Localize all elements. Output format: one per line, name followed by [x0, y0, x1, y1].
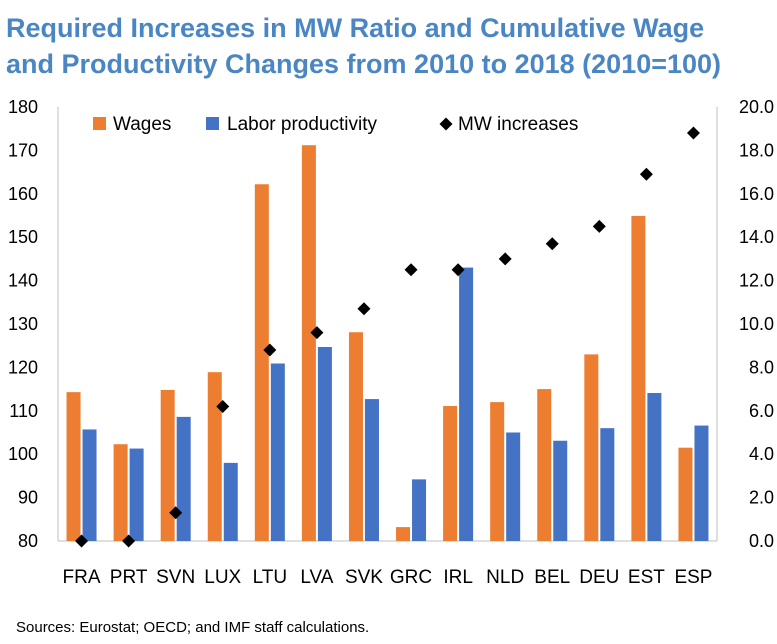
- chart-title-line-2: and Productivity Changes from 2010 to 20…: [6, 49, 722, 79]
- x-tick-label: LUX: [204, 567, 241, 588]
- x-tick-label: IRL: [443, 567, 473, 588]
- y-left-tick-label: 120: [8, 357, 38, 377]
- bar-wages: [443, 406, 458, 541]
- x-tick-label: BEL: [534, 567, 570, 588]
- bar-wages: [396, 527, 411, 541]
- y-right-tick-label: 4.0: [749, 444, 774, 464]
- y-left-tick-label: 80: [18, 531, 38, 551]
- legend-swatch-wages: [93, 117, 106, 130]
- x-tick-label: NLD: [486, 567, 524, 588]
- y-right-tick-label: 18.0: [739, 140, 774, 160]
- x-tick-label: SVK: [345, 567, 383, 588]
- bar-wages: [301, 145, 316, 541]
- x-tick-label: LVA: [300, 567, 333, 588]
- y-right-tick-label: 16.0: [739, 184, 774, 204]
- legend-label-labor-productivity: Labor productivity: [227, 114, 377, 135]
- marker-mw-increase: [216, 399, 230, 413]
- x-tick-label: DEU: [579, 567, 619, 588]
- bar-labor-productivity: [412, 479, 427, 541]
- y-left-tick-label: 100: [8, 444, 38, 464]
- y-right-tick-label: 6.0: [749, 401, 774, 421]
- marker-mw-increase: [592, 219, 606, 233]
- bar-labor-productivity: [600, 428, 615, 541]
- marker-mw-increase: [75, 534, 89, 548]
- bar-wages: [66, 392, 81, 541]
- x-tick-label: GRC: [390, 567, 432, 588]
- marker-mw-increase: [357, 302, 371, 316]
- bar-wages: [348, 332, 363, 541]
- x-tick-label: EST: [628, 567, 665, 588]
- bar-wages: [631, 215, 646, 541]
- legend-label-wages: Wages: [113, 114, 171, 135]
- x-tick-label: SVN: [156, 567, 195, 588]
- y-left-tick-label: 160: [8, 184, 38, 204]
- marker-mw-increase: [451, 263, 465, 277]
- marker-mw-increase: [404, 263, 418, 277]
- y-left-tick-label: 110: [9, 401, 38, 421]
- marker-mw-increase: [169, 506, 183, 520]
- legend-label-mw-increases: MW increases: [458, 114, 578, 135]
- y-right-tick-label: 12.0: [739, 271, 774, 291]
- legend-marker-mw-increases: [439, 117, 453, 131]
- y-right-tick-label: 14.0: [739, 227, 774, 247]
- bar-wages: [678, 447, 693, 541]
- bar-wages: [537, 389, 552, 541]
- bar-labor-productivity: [647, 393, 662, 541]
- bar-labor-productivity: [694, 425, 709, 541]
- chart-title: Required Increases in MW Ratio and Cumul…: [6, 10, 776, 82]
- marker-mw-increase: [498, 252, 512, 266]
- x-tick-label: FRA: [63, 567, 101, 588]
- y-right-tick-label: 10.0: [739, 314, 774, 334]
- marker-mw-increase: [686, 126, 700, 140]
- y-right-tick-label: 0.0: [749, 531, 774, 551]
- y-left-tick-label: 140: [8, 271, 38, 291]
- marker-mw-increase: [263, 343, 277, 357]
- bar-wages: [254, 184, 269, 541]
- y-left-tick-label: 130: [8, 314, 38, 334]
- bar-labor-productivity: [223, 462, 238, 541]
- legend-swatch-labor-productivity: [206, 117, 219, 130]
- y-right-tick-label: 2.0: [749, 488, 774, 508]
- y-right-tick-label: 8.0: [749, 357, 774, 377]
- bar-labor-productivity: [129, 448, 144, 541]
- bar-labor-productivity: [506, 432, 521, 541]
- bar-wages: [584, 354, 599, 541]
- x-tick-label: LTU: [253, 567, 287, 588]
- bar-labor-productivity: [82, 429, 97, 541]
- bar-labor-productivity: [270, 363, 285, 541]
- y-left-tick-label: 90: [18, 488, 38, 508]
- bar-wages: [160, 389, 175, 541]
- y-left-tick-label: 180: [8, 97, 38, 117]
- x-tick-label: ESP: [674, 567, 712, 588]
- source-note: Sources: Eurostat; OECD; and IMF staff c…: [16, 619, 370, 636]
- y-left-tick-label: 150: [8, 227, 38, 247]
- bar-wages: [113, 444, 128, 541]
- marker-mw-increase: [122, 534, 136, 548]
- chart-title-line-1: Required Increases in MW Ratio and Cumul…: [6, 13, 705, 43]
- bar-labor-productivity: [317, 347, 332, 541]
- bar-labor-productivity: [459, 267, 474, 541]
- bar-wages: [207, 372, 222, 541]
- marker-mw-increase: [545, 237, 559, 251]
- marker-mw-increase: [310, 326, 324, 340]
- chart-area: 80 90 100 110 120 130 140 150 160 170 180 0.0 2.0 4.0…: [8, 97, 774, 588]
- bar-wages: [490, 402, 505, 541]
- x-tick-label: PRT: [110, 567, 148, 588]
- marker-mw-increase: [639, 167, 653, 181]
- y-right-tick-label: 20.0: [739, 97, 774, 117]
- bar-labor-productivity: [364, 399, 379, 541]
- y-left-tick-label: 170: [8, 140, 38, 160]
- bar-labor-productivity: [553, 440, 568, 541]
- bar-labor-productivity: [176, 416, 191, 541]
